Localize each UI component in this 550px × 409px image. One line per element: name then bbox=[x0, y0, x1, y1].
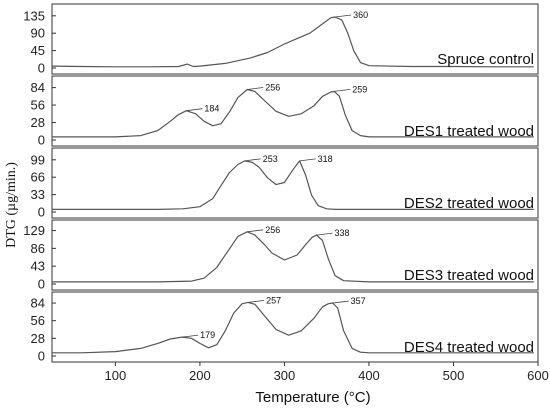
x-tick-label: 100 bbox=[105, 368, 127, 383]
peak-leader bbox=[316, 232, 333, 236]
x-tick-label: 500 bbox=[443, 368, 465, 383]
x-tick-label: 200 bbox=[189, 368, 211, 383]
panel-label: DES3 treated wood bbox=[404, 267, 534, 284]
peak-leader bbox=[335, 14, 352, 18]
y-tick-label: 56 bbox=[31, 98, 45, 113]
panel-1: 0 45 90 135 360 Spruce control bbox=[23, 3, 539, 76]
y-tick-label: 0 bbox=[38, 61, 45, 76]
panel-frame bbox=[51, 147, 539, 219]
peak-label: 357 bbox=[351, 296, 366, 306]
y-axis-title: DTG (µg/min.) bbox=[4, 162, 19, 248]
series-line bbox=[52, 160, 534, 210]
series-line bbox=[52, 88, 534, 138]
panel-frame bbox=[51, 291, 539, 363]
x-tick-label: 300 bbox=[274, 368, 296, 383]
peak-label: 256 bbox=[265, 82, 280, 92]
peak-leader bbox=[247, 229, 264, 233]
panel-frame bbox=[51, 75, 539, 147]
peak-label: 360 bbox=[353, 10, 368, 20]
x-tick-label: 600 bbox=[527, 368, 549, 383]
x-tick-label: 400 bbox=[358, 368, 380, 383]
y-tick-label: 90 bbox=[31, 26, 45, 41]
panel-2: 0 28 56 84 184 256 259 DES1 treated wood bbox=[31, 75, 539, 148]
panel-label: Spruce control bbox=[437, 51, 534, 68]
y-tick-label: 33 bbox=[31, 187, 45, 202]
y-tick-label: 56 bbox=[31, 313, 45, 328]
y-tick-label: 86 bbox=[31, 241, 45, 256]
peak-label: 256 bbox=[265, 225, 280, 235]
series-line bbox=[52, 231, 534, 283]
peak-label: 257 bbox=[266, 295, 281, 305]
y-tick-label: 28 bbox=[31, 331, 45, 346]
y-tick-label: 99 bbox=[31, 152, 45, 167]
panel-5: 0 28 56 84 179 257 357 DES4 treated wood bbox=[31, 291, 539, 364]
y-tick-label: 0 bbox=[38, 277, 45, 292]
peak-leader bbox=[299, 158, 316, 162]
panel-label: DES1 treated wood bbox=[404, 123, 534, 140]
panel-frame bbox=[51, 219, 539, 291]
peak-leader bbox=[186, 108, 203, 112]
panel-label: DES4 treated wood bbox=[404, 339, 534, 356]
series-line bbox=[51, 16, 534, 68]
y-tick-label: 129 bbox=[23, 223, 45, 238]
panel-3: 0 33 66 99 253 318 DES2 treated wood bbox=[31, 147, 539, 220]
peak-label: 253 bbox=[263, 154, 278, 164]
y-tick-label: 0 bbox=[38, 133, 45, 148]
panels-layer: 0 45 90 135 360 Spruce control 0 28 56 84 184 256 25… bbox=[23, 3, 539, 364]
x-axis: 100 200 300 400 500 600 bbox=[105, 362, 549, 383]
y-tick-label: 45 bbox=[31, 43, 45, 58]
y-tick-label: 66 bbox=[31, 170, 45, 185]
peak-leader bbox=[247, 87, 264, 90]
peak-label: 259 bbox=[352, 84, 367, 94]
peak-label: 184 bbox=[204, 104, 219, 114]
y-tick-label: 84 bbox=[31, 296, 45, 311]
peak-leader bbox=[332, 300, 349, 304]
y-tick-label: 84 bbox=[31, 80, 45, 95]
peak-leader bbox=[182, 334, 199, 338]
y-tick-label: 43 bbox=[31, 259, 45, 274]
y-tick-label: 28 bbox=[31, 115, 45, 130]
peak-label: 338 bbox=[335, 228, 350, 238]
panel-4: 0 43 86 129 256 338 DES3 treated wood bbox=[23, 219, 539, 292]
panel-label: DES2 treated wood bbox=[404, 195, 534, 212]
peak-leader bbox=[248, 300, 265, 303]
y-tick-label: 0 bbox=[38, 349, 45, 364]
x-axis-title: Temperature (°C) bbox=[255, 389, 370, 406]
peak-leader bbox=[334, 88, 351, 92]
panel-frame bbox=[51, 3, 539, 75]
peak-leader bbox=[244, 158, 261, 162]
y-tick-label: 135 bbox=[23, 8, 45, 23]
series-line bbox=[52, 301, 534, 354]
peak-label: 179 bbox=[200, 330, 215, 340]
peak-label: 318 bbox=[318, 154, 333, 164]
y-tick-label: 0 bbox=[38, 205, 45, 220]
